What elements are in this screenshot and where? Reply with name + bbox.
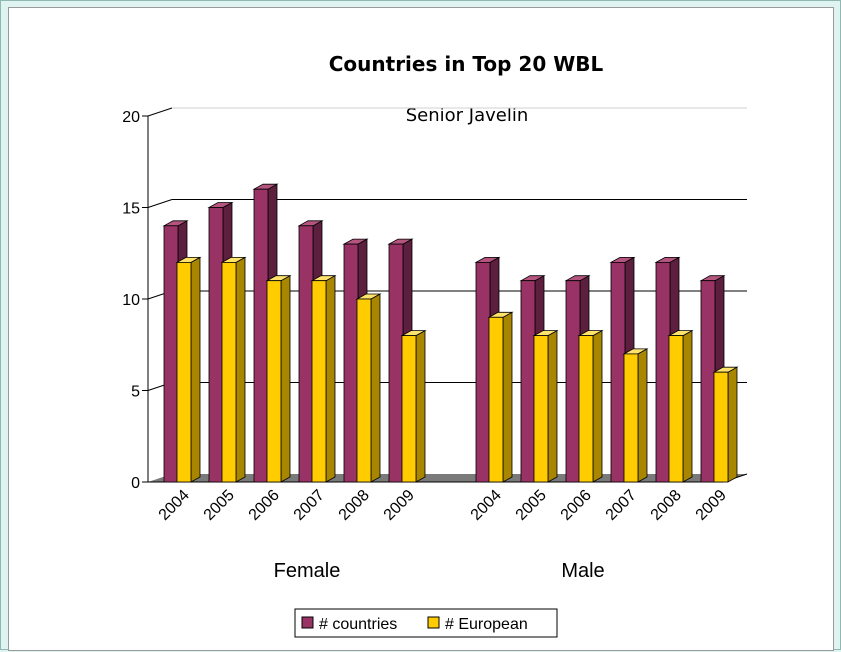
bar-european: [311, 280, 327, 483]
legend-swatch-european: [427, 616, 440, 629]
y-tick-label: 0: [131, 475, 140, 492]
bar-european: [176, 261, 192, 483]
legend-box: [294, 608, 558, 638]
bar-european: [356, 298, 372, 483]
bar-european: [533, 335, 549, 483]
legend-swatch-countries: [301, 616, 314, 629]
gridline-depth: [147, 199, 173, 208]
bar-european: [578, 335, 594, 483]
legend-label-european: # European: [445, 616, 528, 633]
bar-countries: [343, 243, 359, 483]
x-tick-label: 2008: [648, 487, 685, 524]
bar-countries: [520, 280, 536, 483]
bar-countries: [565, 280, 581, 483]
x-tick-label: 2006: [558, 487, 595, 524]
x-tick-label: 2004: [156, 487, 193, 524]
bar-european-side: [682, 329, 693, 483]
x-tick-label: 2009: [381, 487, 418, 524]
chart-title: Countries in Top 20 WBL: [329, 52, 604, 76]
bar-european: [221, 261, 237, 483]
x-tick-label: 2005: [201, 487, 238, 524]
bar-european-side: [370, 293, 381, 483]
x-tick-label: 2006: [246, 487, 283, 524]
chart-subtitle: Senior Javelin: [406, 105, 529, 126]
bar-european-side: [325, 275, 336, 483]
group-label-female: Female: [274, 560, 341, 582]
bar-european-side: [592, 329, 603, 483]
bar-european-side: [502, 311, 513, 483]
bar-countries: [610, 261, 626, 483]
y-tick-label: 10: [122, 292, 140, 309]
bar-european: [401, 335, 417, 483]
bar-countries: [655, 261, 671, 483]
x-tick-label: 2008: [336, 487, 373, 524]
bar-countries: [475, 261, 491, 483]
bar-european: [266, 280, 282, 483]
bar-countries: [208, 207, 224, 483]
bar-chart-3d: Countries in Top 20 WBL Senior Javelin 0…: [122, 52, 748, 638]
bar-countries: [298, 225, 314, 483]
gridline-depth: [147, 107, 173, 117]
x-tick-label: 2004: [468, 487, 505, 524]
bar-countries: [253, 188, 269, 483]
bar-countries: [388, 243, 404, 483]
bar-european-side: [727, 366, 738, 483]
bar-european-side: [235, 256, 246, 483]
bar-european-side: [190, 256, 201, 483]
x-tick-label: 2005: [513, 487, 550, 524]
y-tick-label: 15: [122, 201, 140, 218]
x-tick-label: 2009: [693, 487, 730, 524]
x-tick-label: 2007: [291, 487, 328, 524]
bar-countries: [163, 225, 179, 483]
bar-european: [623, 353, 639, 483]
legend-label-countries: # countries: [319, 616, 397, 633]
y-tick-label: 20: [122, 109, 140, 126]
bar-european-side: [280, 275, 291, 483]
bar-european: [668, 335, 684, 483]
bar-european: [713, 371, 729, 483]
y-tick-label: 5: [131, 384, 140, 401]
bar-european-side: [637, 348, 648, 483]
bar-countries: [700, 280, 716, 483]
bar-european-side: [415, 329, 426, 483]
group-label-male: Male: [561, 560, 604, 582]
bar-european: [488, 316, 504, 483]
bar-european-side: [547, 329, 558, 483]
chart-area: Countries in Top 20 WBL Senior Javelin 0…: [8, 7, 834, 651]
x-tick-label: 2007: [603, 487, 640, 524]
